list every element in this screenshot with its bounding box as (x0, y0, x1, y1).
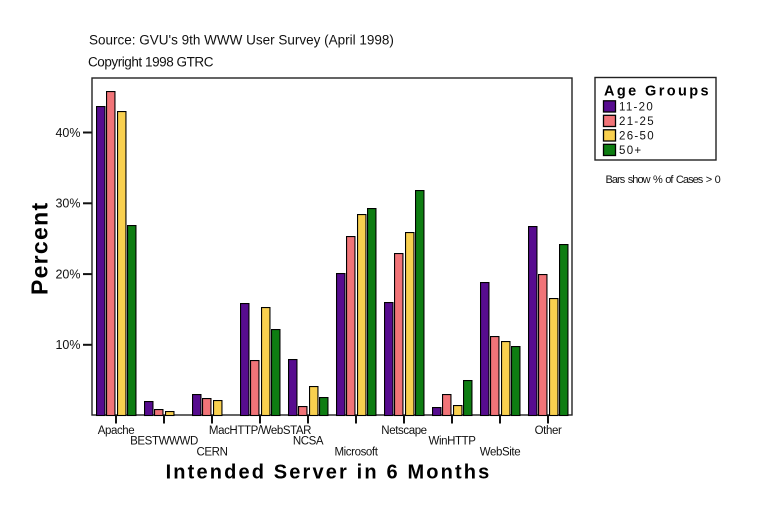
svg-text:30%: 30% (55, 197, 80, 211)
svg-text:Netscape: Netscape (381, 425, 426, 437)
svg-text:NCSA: NCSA (293, 436, 324, 448)
svg-text:Bars show % of Cases > 0: Bars show % of Cases > 0 (606, 174, 721, 186)
svg-text:10%: 10% (55, 338, 80, 352)
svg-text:20%: 20% (55, 267, 80, 281)
svg-text:Copyright 1998 GTRC: Copyright 1998 GTRC (88, 55, 214, 70)
svg-text:Intended Server in 6 Months: Intended Server in 6 Months (166, 462, 492, 484)
svg-text:Apache: Apache (98, 425, 135, 437)
svg-text:Age Groups: Age Groups (604, 83, 711, 99)
svg-text:WebSite: WebSite (480, 447, 520, 459)
svg-text:26-50: 26-50 (619, 130, 655, 142)
svg-text:Microsoft: Microsoft (334, 447, 378, 459)
svg-text:Source: GVU's 9th WWW User Sur: Source: GVU's 9th WWW User Survey (April… (89, 32, 394, 47)
svg-text:40%: 40% (55, 126, 80, 140)
svg-text:BESTWWWD: BESTWWWD (130, 436, 198, 448)
svg-text:WinHTTP: WinHTTP (428, 436, 476, 448)
svg-text:Percent: Percent (27, 202, 53, 295)
svg-text:50+: 50+ (619, 145, 642, 157)
svg-text:21-25: 21-25 (619, 116, 655, 128)
svg-text:CERN: CERN (197, 447, 228, 459)
svg-text:Other: Other (535, 425, 562, 437)
svg-text:MacHTTP/WebSTAR: MacHTTP/WebSTAR (209, 425, 311, 437)
svg-text:11-20: 11-20 (619, 101, 654, 113)
